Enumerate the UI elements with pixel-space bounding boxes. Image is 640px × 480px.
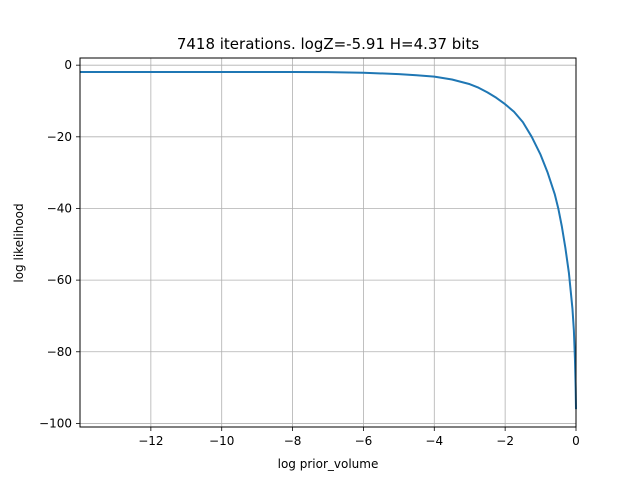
y-tick-label: −100 <box>39 416 72 430</box>
chart-title: 7418 iterations. logZ=-5.91 H=4.37 bits <box>177 35 480 53</box>
y-tick-label: 0 <box>64 58 72 72</box>
x-tick-label: −2 <box>496 434 514 448</box>
x-axis-label: log prior_volume <box>278 457 379 471</box>
y-axis-label: log likelihood <box>12 203 26 282</box>
plot-frame <box>79 57 577 428</box>
x-tick-label: −6 <box>355 434 373 448</box>
grid-lines <box>80 58 577 427</box>
y-axis-ticks: 0 −20 −40 −60 −80 −100 <box>39 58 80 430</box>
x-tick-label: −12 <box>138 434 163 448</box>
y-tick-label: −40 <box>47 201 72 215</box>
y-tick-label: −20 <box>47 130 72 144</box>
series-layer <box>80 70 577 410</box>
x-tick-label: −10 <box>209 434 234 448</box>
y-tick-label: −80 <box>47 345 72 359</box>
x-axis-ticks: −12 −10 −8 −6 −4 −2 0 <box>138 427 580 448</box>
y-tick-label: −60 <box>47 273 72 287</box>
series-line <box>80 70 577 410</box>
x-tick-label: 0 <box>572 434 580 448</box>
x-tick-label: −8 <box>284 434 302 448</box>
x-tick-label: −4 <box>425 434 443 448</box>
